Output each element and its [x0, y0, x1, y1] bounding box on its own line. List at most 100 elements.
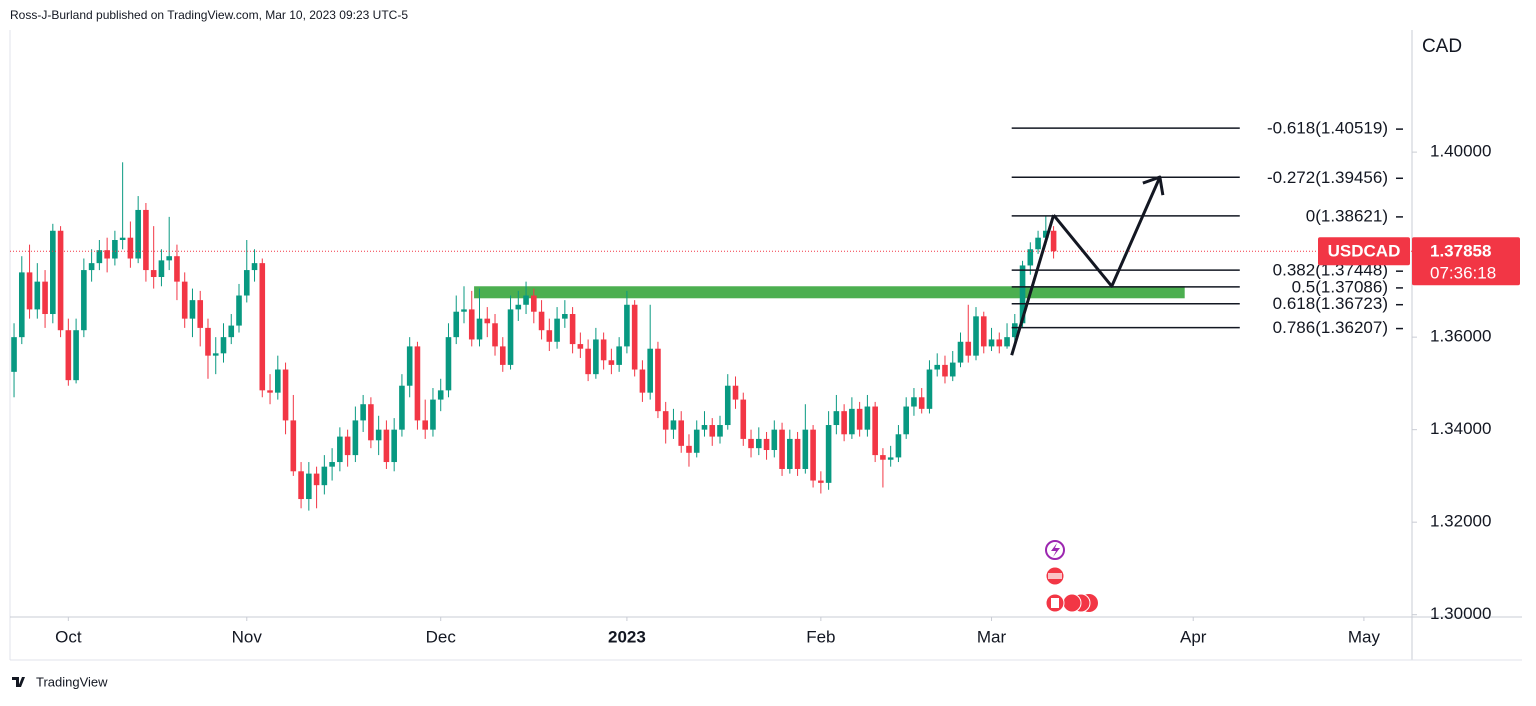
- candle-body: [1011, 323, 1018, 338]
- candle-body: [600, 339, 607, 361]
- candle-body: [988, 339, 995, 347]
- candle-body: [306, 473, 312, 500]
- candle-body: [569, 314, 576, 345]
- candle-body: [732, 385, 739, 400]
- candle-body: [1043, 230, 1049, 238]
- candle-body: [259, 263, 266, 391]
- candle-body: [267, 390, 273, 393]
- candle-body: [507, 309, 514, 365]
- candle-body: [499, 346, 506, 365]
- candle-body: [468, 309, 475, 340]
- candle-body: [251, 263, 258, 271]
- currency: CAD: [1422, 36, 1462, 57]
- plot: 1.300001.320001.340001.360001.380001.400…: [10, 119, 1491, 646]
- event-icon[interactable]: [1062, 593, 1082, 613]
- fib-label: 0.382(1.37448): [1273, 261, 1388, 280]
- candle-body: [872, 406, 878, 456]
- candle-body: [1035, 237, 1041, 250]
- candle-body: [104, 250, 110, 259]
- candle-body: [748, 438, 754, 449]
- candle-body: [383, 429, 390, 463]
- last-price-tag: [1412, 237, 1520, 286]
- candle-body: [329, 462, 335, 467]
- candle-body: [282, 369, 289, 421]
- candle-body: [880, 455, 886, 460]
- candle-body: [119, 237, 126, 241]
- candle-body: [849, 408, 855, 435]
- logo-mark: [12, 677, 25, 687]
- candle-body: [236, 295, 242, 326]
- candle-body: [212, 353, 219, 356]
- candle-body: [174, 256, 180, 282]
- candle-body: [143, 209, 149, 271]
- fib-label: -0.618(1.40519): [1267, 119, 1388, 138]
- projection-arrowhead: [1142, 175, 1165, 196]
- candle-body: [585, 348, 591, 375]
- candle-body: [895, 434, 902, 458]
- candle-body: [65, 330, 72, 381]
- y-tick-label: 1.34000: [1430, 419, 1491, 438]
- candle-body: [88, 263, 95, 271]
- candle-body: [290, 420, 297, 472]
- projection-path: [1052, 176, 1162, 288]
- candle-body: [678, 420, 685, 446]
- x-tick-label: Oct: [55, 627, 82, 646]
- candle-body: [593, 339, 599, 375]
- candle-body: [135, 209, 141, 259]
- candle-body: [771, 429, 778, 451]
- candle-body: [934, 364, 941, 370]
- candle-body: [787, 438, 793, 469]
- y-tick-label: 1.30000: [1430, 604, 1491, 623]
- candle-body: [973, 316, 979, 356]
- candle-body: [686, 445, 692, 453]
- candle-body: [1004, 337, 1010, 347]
- candle-body: [321, 466, 328, 486]
- last-price-label: 1.37858: [1430, 242, 1491, 261]
- candle-body: [980, 316, 987, 347]
- candle-body: [189, 300, 196, 319]
- candle-body: [18, 272, 25, 338]
- candle-body: [523, 295, 529, 305]
- candle-body: [802, 429, 809, 469]
- candle-body: [26, 272, 33, 310]
- x-tick-label: Dec: [426, 627, 457, 646]
- candle-body: [647, 348, 653, 393]
- candle-body: [1027, 249, 1034, 266]
- candle-body: [476, 318, 483, 340]
- candle-body: [344, 436, 351, 456]
- symbol-label: USDCAD: [1328, 242, 1401, 261]
- candle-body: [709, 425, 716, 437]
- candle-body: [639, 369, 646, 393]
- candle-body: [73, 330, 79, 381]
- candle-body: [740, 399, 747, 439]
- candle-body: [608, 360, 615, 365]
- candle-body: [616, 346, 622, 365]
- candle-body: [763, 438, 770, 451]
- fib-label: 0.5(1.37086): [1292, 277, 1388, 296]
- candle-body: [825, 425, 832, 483]
- footer: TradingView: [36, 674, 108, 689]
- candle-body: [810, 429, 816, 481]
- header: Ross-J-Burland published on TradingView.…: [10, 8, 408, 22]
- candle-body: [492, 323, 498, 347]
- fib-label: 0.786(1.36207): [1273, 318, 1388, 337]
- event-icons: [1045, 540, 1098, 613]
- candle-body: [624, 304, 630, 347]
- x-tick-label: Apr: [1180, 627, 1207, 646]
- candle-body: [996, 339, 1003, 347]
- candle-body: [112, 240, 118, 259]
- candle-body: [538, 311, 545, 331]
- candle-body: [406, 346, 413, 386]
- candle-body: [96, 250, 103, 264]
- candle-body: [717, 425, 723, 437]
- candle-body: [430, 399, 436, 430]
- candle-body: [158, 260, 165, 278]
- candle-body: [833, 411, 840, 426]
- candle-body: [818, 480, 824, 483]
- candle-body: [546, 330, 553, 342]
- candle-body: [484, 318, 491, 324]
- candle-body: [903, 406, 909, 435]
- candle-body: [50, 230, 56, 315]
- candle-body: [841, 411, 847, 435]
- candle-body: [461, 309, 467, 312]
